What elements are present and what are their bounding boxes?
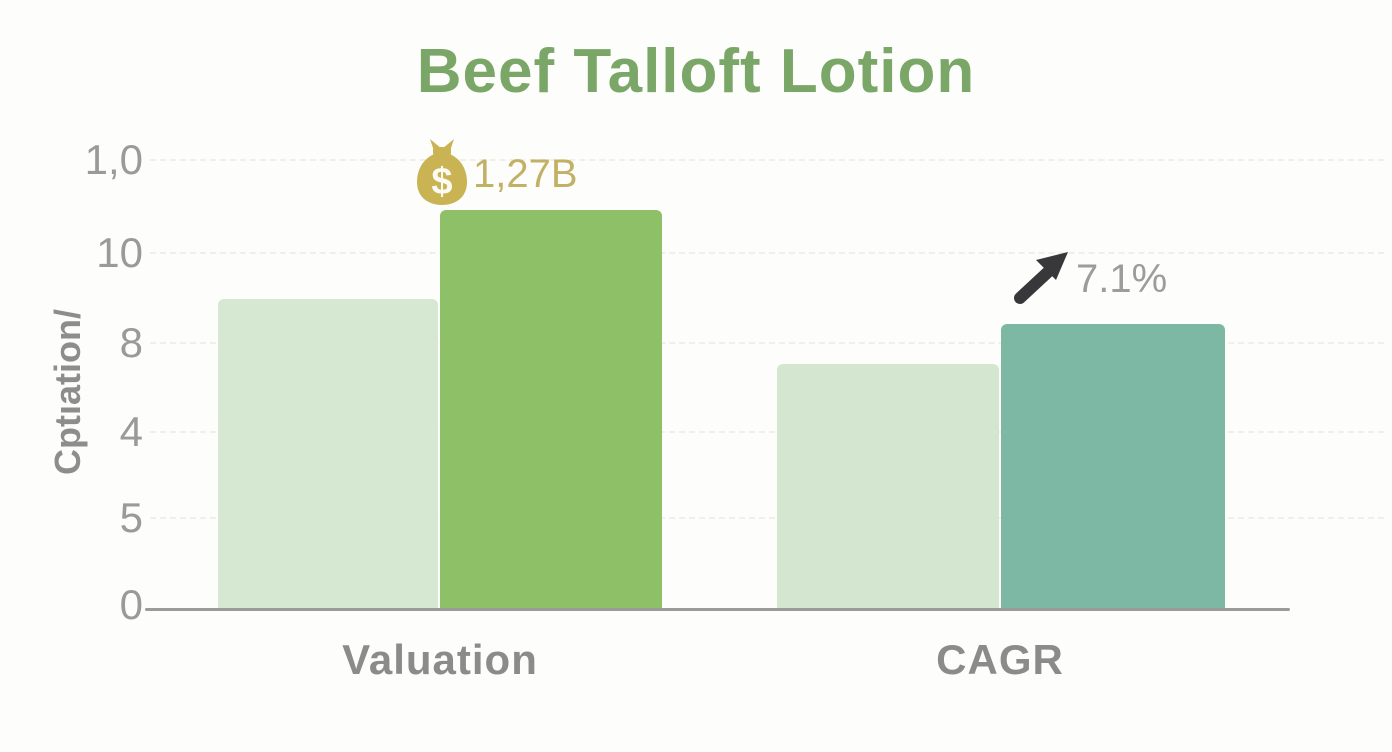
up-right-arrow-icon — [1010, 248, 1074, 311]
y-tick-label: 0 — [119, 581, 143, 628]
bar-valuation-light-bar — [218, 299, 438, 610]
cagr-value-label: 7.1% — [1076, 257, 1168, 301]
chart-title: Beef Talloft Lotion — [416, 37, 976, 106]
bar-cagr-light-bar — [777, 364, 999, 610]
valuation-annotation: $ 1,27B — [413, 138, 578, 211]
bar-valuation-dark-bar — [440, 210, 662, 610]
x-axis-line — [145, 608, 1290, 611]
gridline — [150, 252, 1384, 254]
y-tick-label: 4 — [119, 408, 143, 455]
cagr-annotation: 7.1% — [1010, 248, 1167, 311]
gridline — [150, 431, 1384, 433]
x-label-valuation: Valuation — [342, 636, 538, 683]
dollar-glyph: $ — [431, 161, 452, 203]
x-label-cagr: CAGR — [936, 636, 1064, 683]
money-bag-icon: $ — [413, 138, 471, 211]
gridline — [150, 159, 1384, 161]
y-tick-label: 1,0 — [84, 136, 143, 183]
y-tick-label: 10 — [96, 229, 143, 276]
valuation-value-label: 1,27B — [473, 152, 578, 196]
bar-cagr-dark-bar — [1001, 324, 1225, 610]
y-tick-label: 5 — [119, 494, 143, 541]
gridline — [150, 342, 1384, 344]
gridline — [150, 517, 1384, 519]
y-tick-label: 8 — [119, 319, 143, 366]
